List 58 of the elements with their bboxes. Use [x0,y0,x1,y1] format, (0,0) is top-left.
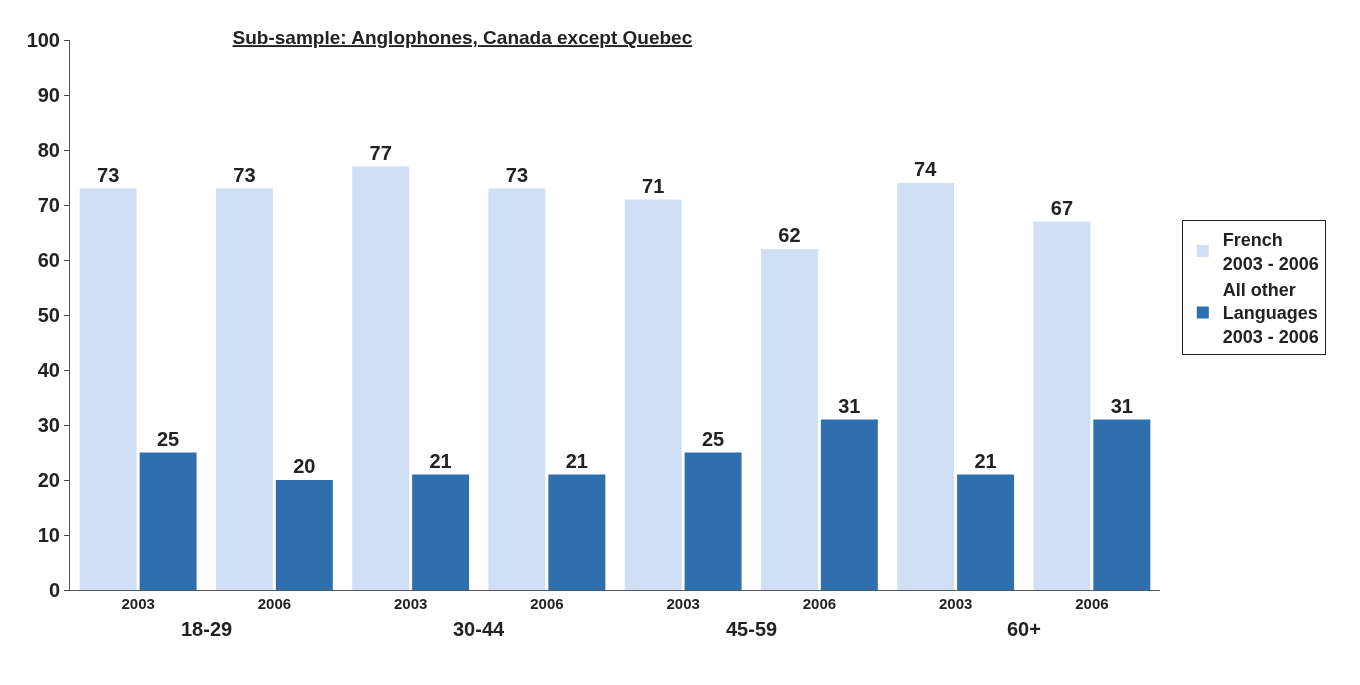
bar [548,474,606,590]
bar [820,419,878,590]
x-tick-label: 2003 [121,595,155,612]
data-label: 21 [565,449,588,472]
text: 18-29 [181,618,233,640]
bar [684,452,742,590]
legend-label: All other Languages 2003 - 2006 [1222,280,1319,347]
data-label: 25 [156,427,180,450]
bar [215,188,273,590]
chart-title: Sub-sample: Anglophones, Canada except Quebec [232,27,693,49]
bar [897,183,955,590]
x-tick-label: 2003 [393,595,428,612]
bar [275,480,333,590]
x-tick-label: 2006 [257,595,292,612]
bar [1033,221,1091,590]
y-tick-label: 50 [37,304,60,326]
data-label: 73 [233,163,256,186]
text: 60+ [1007,618,1041,640]
y-tick-label: 0 [48,579,60,601]
data-label: 62 [778,224,801,246]
x-tick-label: 2003 [938,595,973,612]
data-label: 74 [914,158,938,180]
data-label: 21 [429,449,452,472]
y-tick-label: 80 [37,139,60,161]
data-label: 73 [97,163,120,186]
y-tick-label: 90 [37,84,60,106]
text: 45-59 [726,618,778,640]
bar [957,474,1015,590]
data-label: 77 [369,141,392,164]
x-tick-label: 2006 [1075,595,1109,612]
bar [79,188,137,590]
data-label: 71 [642,174,665,197]
legend-label: French 2003 - 2006 [1222,230,1319,274]
bar [624,199,682,590]
y-tick-label: 20 [37,469,60,491]
data-label: 31 [838,394,861,417]
data-label: 21 [974,449,997,472]
bar [352,166,410,590]
bar [139,452,197,590]
x-tick-label: 2006 [530,595,564,612]
y-tick-label: 100 [26,29,60,51]
bar [412,474,470,590]
bar [760,249,818,590]
data-label: 25 [701,427,725,450]
x-tick-label: 2003 [666,595,700,612]
data-label: 20 [293,455,316,477]
y-tick-label: 70 [37,194,60,216]
y-tick-label: 40 [37,359,60,381]
bar [1093,419,1151,590]
text: 30-44 [453,618,506,640]
x-tick-label: 2006 [802,595,837,612]
data-label: 67 [1050,196,1074,219]
data-label: 31 [1110,394,1133,417]
data-label: 73 [505,163,529,186]
y-tick-label: 30 [37,414,60,436]
y-tick-label: 10 [37,524,60,546]
y-tick-label: 60 [37,249,60,271]
bar [488,188,546,590]
